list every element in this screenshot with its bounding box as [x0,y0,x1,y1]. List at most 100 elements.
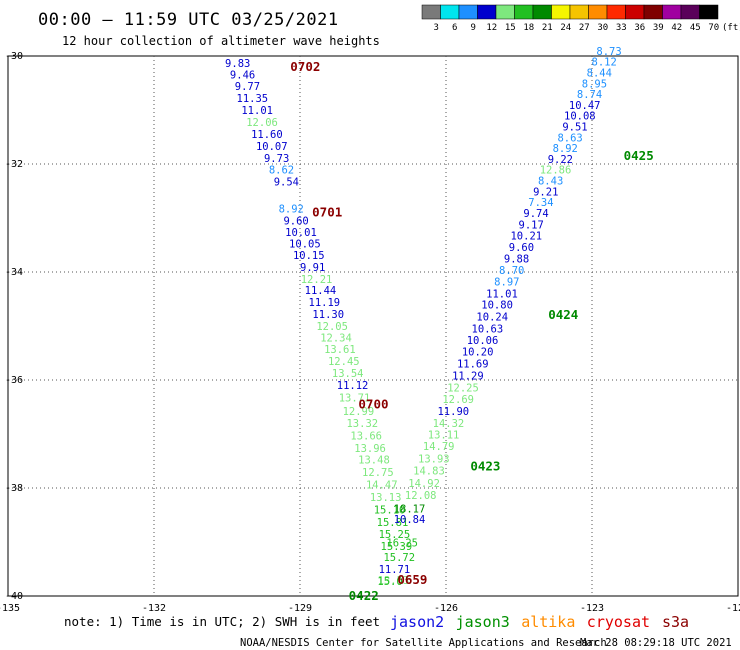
swh-value: 14.47 [366,480,398,492]
swh-value: 12.21 [301,274,333,286]
colorbar-swatch [458,4,478,20]
legend-cryosat: cryosat [587,613,650,631]
colorbar-swatch [699,4,719,20]
swh-value: 11.30 [312,309,344,321]
swh-value: 11.60 [251,129,283,141]
swh-value: 9.88 [504,253,529,265]
swh-value: 10.01 [285,227,317,239]
swh-value: 9.60 [509,242,534,254]
track-time-label: 0424 [548,307,578,322]
swh-value: 14.79 [423,441,455,453]
colorbar-label: 39 [653,23,664,33]
swh-value: 11.19 [309,297,341,309]
swh-value: 8.95 [582,78,607,90]
colorbar-swatch [606,4,626,20]
swh-value: 9.21 [533,186,558,198]
swh-value: 8.70 [499,265,524,277]
swh-value: 8.92 [553,143,578,155]
swh-value: 13.13 [370,492,402,504]
swh-value: 11.01 [486,288,518,300]
swh-value: 12.69 [442,394,474,406]
track-time-label: 0702 [290,59,320,74]
track-time-label: 0701 [312,205,342,220]
credit-text: NOAA/NESDIS Center for Satellite Applica… [240,637,607,649]
swh-value: 9.74 [523,208,548,220]
colorbar-label: 6 [452,23,457,33]
swh-value: 9.60 [283,215,308,227]
swh-value: 18.17 [394,503,426,515]
swh-value: 8.12 [592,57,617,69]
swh-value: 10.06 [467,335,499,347]
swh-value: 11.01 [241,105,273,117]
swh-value: 9.22 [548,154,573,166]
legend-jason3: jason3 [456,613,510,631]
track-time-label: 0423 [470,458,500,473]
swh-value: 12.05 [316,321,348,333]
swh-value: 11.71 [379,564,411,576]
colorbar-label: 21 [542,23,553,33]
track-time-label: 0425 [624,148,654,163]
swh-value: 11.12 [337,380,369,392]
swh-value: 12.75 [362,467,394,479]
colorbar-label: 70 [708,23,719,33]
y-tick-label: -30 [5,51,23,62]
colorbar-label: 18 [523,23,534,33]
swh-value: 13.66 [350,430,382,442]
swh-value: 13.11 [428,429,460,441]
y-axis: -30 -32 -34 -36 -38 -40 [5,51,23,602]
swh-value: 10.24 [476,312,508,324]
track-time-label: 0700 [358,396,388,411]
y-tick-label: -36 [5,375,23,386]
swh-value: 14.92 [408,478,440,490]
grid [8,56,738,596]
swh-value: 8.44 [587,68,612,80]
swh-value: 15.81 [377,517,409,529]
satellite-legend: jason2 jason3 altika cryosat s3a [390,613,689,631]
swh-value: 12.06 [246,117,278,129]
colorbar-swatch [514,4,534,20]
swh-value: 8.92 [279,204,304,216]
x-tick-label: -126 [434,603,458,614]
x-tick-label: -135 [0,603,20,614]
y-tick-label: -34 [5,267,23,278]
colorbar-label: 9 [471,23,476,33]
chart-subtitle: 12 hour collection of altimeter wave hei… [62,34,380,48]
swh-value: 10.15 [293,250,325,262]
swh-value: 15.25 [379,529,411,541]
swh-value: 11.35 [237,93,269,105]
swh-value: 8.74 [577,89,602,101]
swh-value: 15.72 [383,552,415,564]
colorbar-label: 33 [616,23,627,33]
swh-value: 11.29 [452,370,484,382]
swh-value: 8.62 [269,165,294,177]
swh-value: 15.0 [377,576,402,588]
track-time-label: 0659 [397,572,427,587]
note-text: note: 1) Time is in UTC; 2) SWH is in fe… [64,614,380,629]
swh-value: 12.25 [447,382,479,394]
colorbar-label: 15 [505,23,516,33]
swh-value: 13.61 [324,344,356,356]
legend-s3a: s3a [662,613,689,631]
colorbar-label: 24 [560,23,571,33]
colorbar-unit: (ft) [722,23,740,33]
y-tick-label: -32 [5,159,23,170]
swh-value: 9.17 [519,219,544,231]
legend-jason2: jason2 [390,613,444,631]
swh-value: 12.34 [320,333,352,345]
colorbar-label: 42 [671,23,682,33]
swh-value: 9.46 [230,70,255,82]
swh-value: 10.80 [481,300,513,312]
swh-value: 9.54 [274,177,299,189]
swh-value: 9.73 [264,153,289,165]
timestamp-text: Mar 28 08:29:18 UTC 2021 [580,637,732,649]
swh-value: 16.25 [386,537,418,549]
swh-value: 9.83 [225,58,250,70]
colorbar-swatch [532,4,552,20]
swh-value: 15.10 [374,504,406,516]
colorbar-swatch [421,4,441,20]
colorbar-label: 27 [579,23,590,33]
x-tick-label: -132 [142,603,166,614]
swh-value: 11.90 [437,406,469,418]
swh-value: 8.63 [557,132,582,144]
